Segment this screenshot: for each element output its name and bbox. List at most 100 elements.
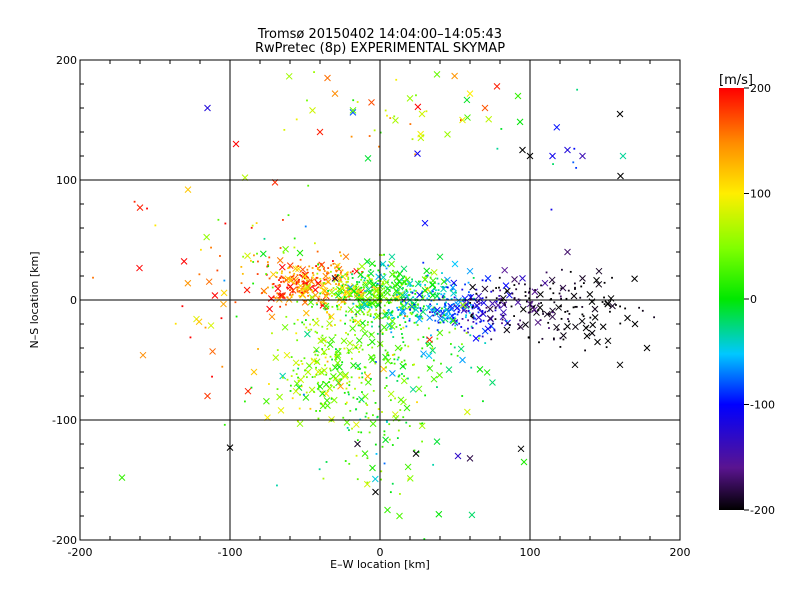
data-point [266,261,269,263]
data-point [451,288,454,291]
data-point [421,294,424,297]
data-point [389,370,396,377]
data-point [405,276,407,279]
data-point [430,375,438,383]
data-point [513,315,516,317]
data-point [442,286,445,289]
data-point [485,296,488,299]
data-point [361,271,363,273]
data-point [397,356,400,359]
data-point [286,286,289,289]
data-point [337,298,340,301]
data-point [342,416,345,419]
data-point [400,313,403,316]
data-point [251,224,254,227]
data-point [285,303,287,306]
data-point [311,305,313,308]
data-point [318,295,321,298]
data-point [330,396,338,404]
data-point [369,279,372,282]
data-point [399,291,406,299]
data-point [299,393,301,396]
data-point [336,370,344,378]
data-point [344,291,347,294]
data-point [499,301,501,304]
data-point [282,376,284,379]
data-point [586,325,589,328]
data-point [393,362,396,365]
data-point [389,399,392,402]
data-point [502,314,505,317]
data-point [332,277,335,280]
data-point [624,314,631,322]
data-point [296,318,299,321]
data-point [395,78,398,81]
data-point [383,287,386,290]
data-point [347,280,349,283]
y-tick-label: 200 [56,54,77,67]
data-point [356,290,358,293]
data-point [383,358,385,361]
data-point [495,300,498,303]
data-point [308,265,311,268]
data-point [289,390,292,392]
data-point [436,329,439,331]
data-point [339,378,342,381]
data-point [401,282,404,285]
data-point [316,383,324,390]
data-point [572,161,575,164]
data-point [360,381,363,384]
data-point [409,288,412,291]
data-point [389,285,392,288]
data-point [354,362,362,370]
data-point [368,308,371,311]
data-point [402,341,405,343]
data-point [481,104,489,112]
data-point [440,309,443,312]
data-point [484,342,487,344]
data-point [323,270,326,272]
data-point [493,328,496,331]
data-point [480,299,488,307]
data-point [549,307,556,315]
data-point [400,303,403,306]
data-point [410,291,412,294]
data-point [609,302,616,310]
data-point [288,271,291,274]
data-point [382,282,385,285]
data-point [388,253,396,261]
y-tick-label: 0 [70,294,77,307]
data-point [360,344,363,347]
data-point [421,422,424,425]
data-point [396,298,398,301]
data-point [582,282,585,285]
data-point [481,335,484,338]
data-point [511,276,518,283]
data-point [324,344,326,347]
data-point [274,285,277,288]
data-point [619,305,622,308]
data-point [453,304,456,307]
data-point [400,348,402,351]
data-point [242,255,245,258]
data-point [324,356,327,359]
data-point [443,295,446,298]
data-point [393,358,396,361]
x-tick-label: -200 [68,546,93,559]
data-point [413,308,416,311]
data-point [439,321,442,324]
data-point [515,288,518,291]
data-point [368,276,370,279]
data-point [369,464,376,472]
data-point [305,376,308,379]
data-point [445,301,447,304]
scatter-points [92,71,656,541]
data-point [295,282,298,284]
data-point [481,279,484,282]
data-point [399,314,401,317]
data-point [481,310,484,313]
data-point [315,373,318,376]
data-point [489,379,496,386]
y-tick-label: -200 [52,534,77,547]
data-point [338,280,341,283]
